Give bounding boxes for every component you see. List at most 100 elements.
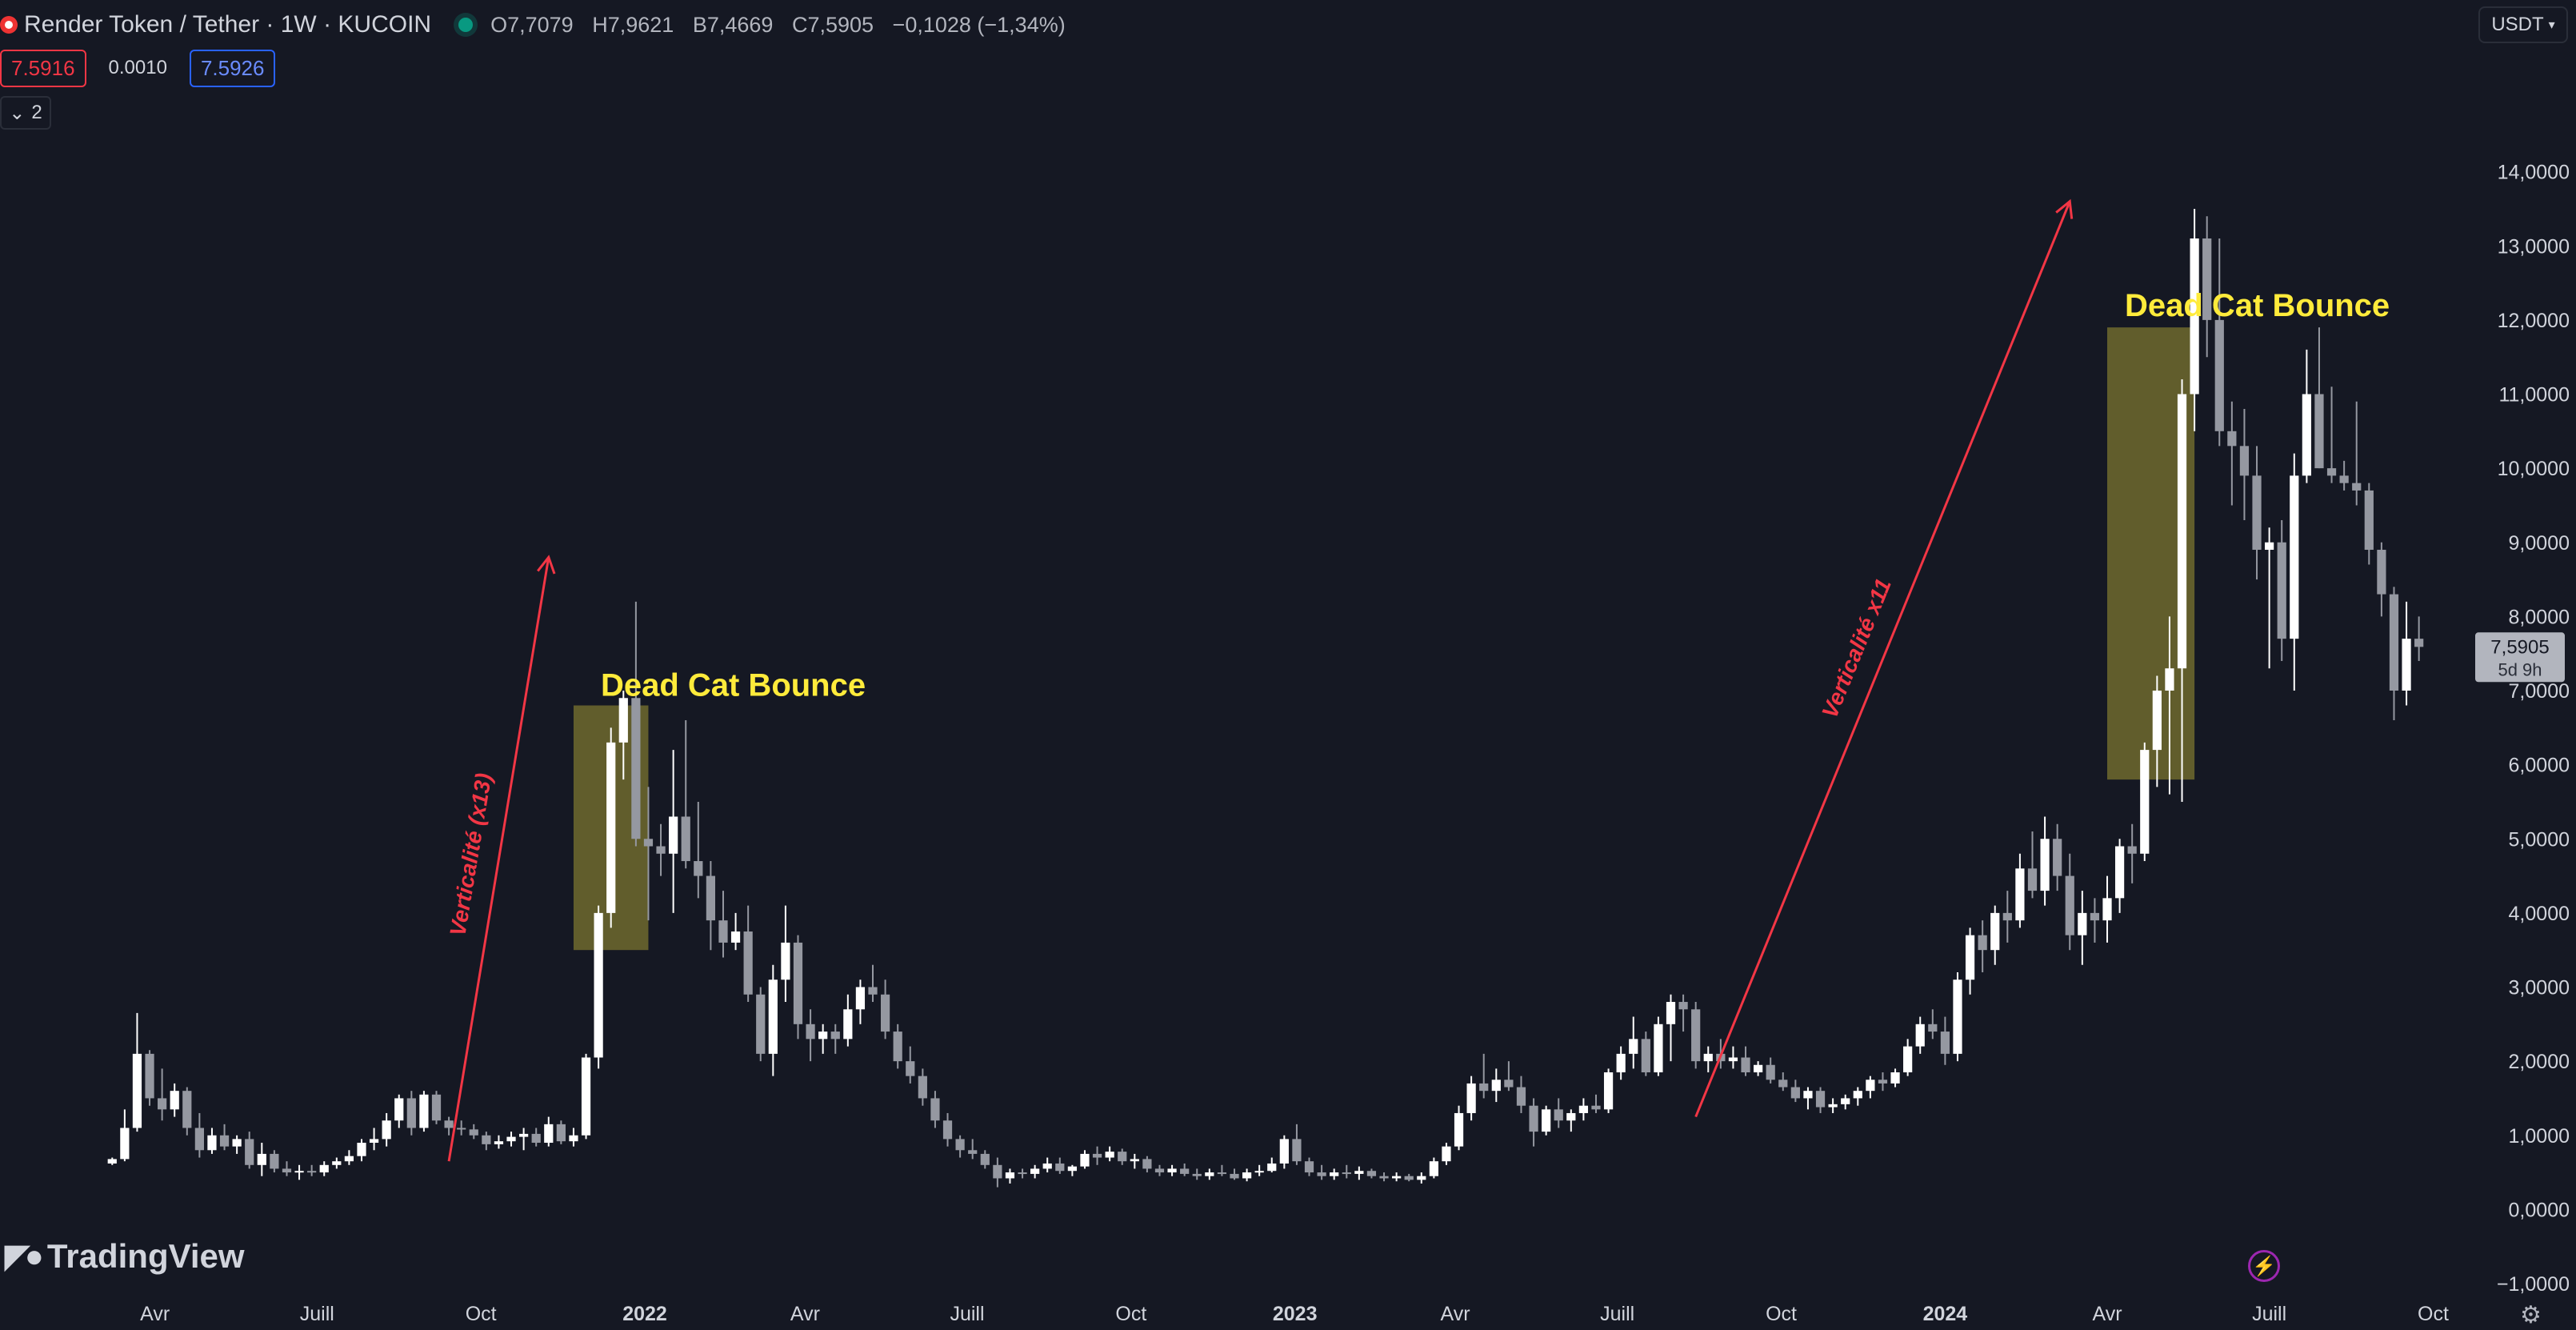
candle-body bbox=[506, 1136, 516, 1142]
candle-body bbox=[2414, 639, 2424, 647]
candle-body bbox=[357, 1143, 366, 1156]
candle-body bbox=[855, 987, 866, 1010]
candle-body bbox=[2040, 839, 2050, 891]
candle-body bbox=[1928, 1024, 1938, 1032]
candle-body bbox=[980, 1153, 990, 1165]
y-tick-label: −1,0000 bbox=[2497, 1273, 2570, 1296]
candle-body bbox=[182, 1091, 192, 1128]
render-token-icon bbox=[0, 16, 18, 34]
currency-label: USDT bbox=[2491, 14, 2544, 35]
candles bbox=[107, 208, 2424, 1188]
market-open-dot-icon bbox=[458, 18, 474, 32]
candle-body bbox=[918, 1076, 927, 1099]
y-tick-label: 4,0000 bbox=[2509, 903, 2570, 925]
candle-body bbox=[518, 1133, 529, 1137]
y-tick-label: 5,0000 bbox=[2509, 828, 2570, 851]
arrow-head-2 bbox=[2055, 198, 2074, 219]
candle-body bbox=[1741, 1057, 1750, 1073]
candle-body bbox=[1466, 1083, 1476, 1113]
candle-body bbox=[1853, 1091, 1862, 1099]
y-axis[interactable]: 14,0000 13,0000 12,0000 11,0000 10,0000 9,000… bbox=[2497, 162, 2570, 1296]
x-tick-label: Avr bbox=[140, 1303, 170, 1325]
candle-body bbox=[1192, 1173, 1202, 1176]
currency-button[interactable]: USDT ▾ bbox=[2478, 6, 2568, 43]
y-tick-label: 7,0000 bbox=[2509, 680, 2570, 703]
candle-body bbox=[232, 1139, 242, 1147]
candle-body bbox=[1703, 1053, 1713, 1062]
y-tick-label: 6,0000 bbox=[2509, 755, 2570, 777]
candle-body bbox=[581, 1057, 591, 1136]
candle-body bbox=[344, 1156, 354, 1162]
candle-body bbox=[1990, 912, 2000, 951]
candle-body bbox=[158, 1098, 167, 1110]
candle-body bbox=[868, 987, 878, 995]
x-tick-label: 2022 bbox=[622, 1303, 667, 1325]
candle-body bbox=[369, 1139, 379, 1144]
tradingview-logo[interactable]: ◤● TradingView bbox=[5, 1237, 245, 1276]
candle-body bbox=[1778, 1080, 1788, 1088]
candle-body bbox=[1915, 1024, 1925, 1047]
buy-button[interactable]: 7.5926 bbox=[189, 49, 276, 87]
x-tick-label: Avr bbox=[1441, 1303, 1470, 1325]
candle-body bbox=[107, 1159, 117, 1164]
symbol-title[interactable]: Render Token / Tether · 1W · KUCOIN bbox=[24, 11, 432, 38]
candle-body bbox=[1479, 1083, 1489, 1092]
candle-body bbox=[1866, 1080, 1875, 1092]
candle-body bbox=[307, 1171, 317, 1173]
candle-body bbox=[419, 1094, 429, 1128]
candle-body bbox=[1105, 1152, 1114, 1158]
candle-body bbox=[1205, 1172, 1214, 1176]
candle-body bbox=[170, 1091, 179, 1110]
candle-body bbox=[1591, 1105, 1601, 1110]
candle-body bbox=[2053, 839, 2062, 876]
ohlc-open-key: O bbox=[490, 12, 508, 37]
candle-body bbox=[2202, 238, 2212, 320]
candle-body bbox=[1978, 935, 1987, 951]
candle-body bbox=[1254, 1171, 1264, 1173]
candle-body bbox=[793, 942, 803, 1024]
candle-body bbox=[768, 979, 778, 1054]
candle-body bbox=[1491, 1080, 1501, 1092]
candle-body bbox=[880, 994, 890, 1032]
candle-body bbox=[1603, 1072, 1614, 1110]
candle-body bbox=[1442, 1146, 1451, 1162]
dead-cat-bounce-label-2: Dead Cat Bounce bbox=[2125, 288, 2390, 323]
x-axis[interactable]: Avr Juill Oct 2022 Avr Juill Oct 2023 Avr Juill Oc… bbox=[140, 1303, 2449, 1325]
candle-body bbox=[1953, 979, 1962, 1054]
candle-body bbox=[1180, 1168, 1190, 1174]
candle-body bbox=[2002, 912, 2012, 921]
candle-body bbox=[2078, 912, 2087, 935]
candle-body bbox=[1828, 1104, 1838, 1108]
arrow-verticalite-x13[interactable] bbox=[447, 557, 550, 1162]
candle-body bbox=[2227, 431, 2237, 447]
indicators-count: 2 bbox=[31, 102, 42, 123]
lightning-icon[interactable]: ⚡ bbox=[2248, 1250, 2280, 1282]
arrow-verticalite-x11[interactable] bbox=[1694, 201, 2071, 1118]
candle-body bbox=[893, 1032, 902, 1062]
candle-body bbox=[2239, 446, 2250, 476]
candle-body bbox=[1005, 1172, 1015, 1179]
ohlc-high-value: 7,9621 bbox=[607, 12, 674, 37]
candle-body bbox=[1940, 1032, 1950, 1054]
x-tick-label: Avr bbox=[2092, 1303, 2122, 1325]
candle-body bbox=[1404, 1176, 1414, 1180]
last-price-countdown: 5d 9h bbox=[2498, 659, 2542, 679]
candle-body bbox=[1616, 1053, 1626, 1073]
candle-body bbox=[1903, 1046, 1913, 1073]
sell-button[interactable]: 7.5916 bbox=[0, 49, 86, 87]
candle-body bbox=[594, 912, 603, 1058]
candle-body bbox=[2027, 868, 2038, 891]
candle-body bbox=[1055, 1163, 1065, 1172]
candle-body bbox=[1330, 1172, 1339, 1176]
candle-body bbox=[132, 1053, 142, 1128]
candle-body bbox=[207, 1135, 217, 1151]
indicators-toggle-button[interactable]: ⌄ 2 bbox=[0, 96, 51, 130]
candle-body bbox=[2177, 394, 2187, 669]
candle-body bbox=[906, 1061, 915, 1076]
candle-body bbox=[1379, 1176, 1389, 1179]
candle-body bbox=[494, 1141, 504, 1144]
ohlc-close-key: C bbox=[791, 12, 808, 37]
candle-body bbox=[394, 1098, 404, 1121]
gear-icon[interactable]: ⚙ bbox=[2520, 1302, 2542, 1328]
